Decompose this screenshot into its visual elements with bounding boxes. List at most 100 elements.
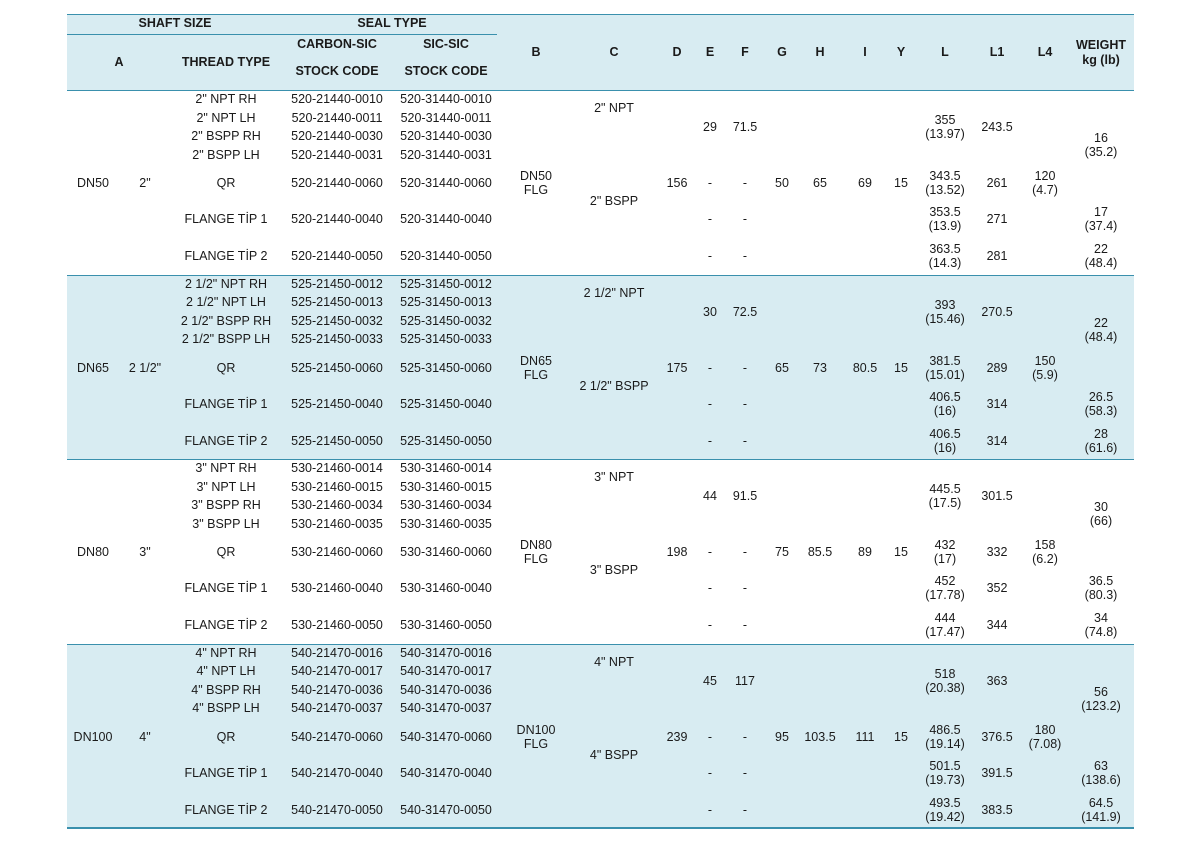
carbon-sic-stock-code: 540-21470-0040 (291, 765, 383, 780)
sic-sic-stock-code: 540-31470-0037 (400, 701, 492, 715)
carbon-sic-stock-code: 520-21440-0011 (291, 110, 383, 125)
col-c-bspp-cell: 4" BSPP (589, 747, 639, 762)
col-f-cell: - (742, 249, 748, 263)
col-h-cell: 85.5 (807, 545, 833, 559)
sic-sic-stock-code: 530-31460-0034 (400, 498, 492, 512)
col-l1-cell: 314 (986, 433, 1008, 448)
col-l-cell: 353.5 (13.9) (928, 205, 962, 233)
col-y-cell: 15 (894, 360, 908, 375)
col-e-cell: 45 (703, 673, 717, 688)
sic-sic-stock-code: 520-31440-0040 (400, 212, 492, 226)
col-e-cell: - (707, 618, 713, 632)
weight-cell: 22 (48.4) (1084, 242, 1118, 270)
sic-sic-stock-code: 520-31440-0031 (400, 147, 492, 162)
sic-sic-stock-code: 525-31450-0033 (400, 332, 492, 346)
col-l1-cell: 270.5 (981, 304, 1013, 319)
shaft-inch-cell: 2" (139, 176, 151, 190)
col-y-cell: 15 (894, 176, 908, 190)
sic-sic-stock-code: 520-31440-0011 (400, 110, 492, 125)
shaft-inch-cell: 4" (139, 729, 151, 744)
col-l1-cell: 391.5 (981, 765, 1013, 780)
thread-type-cell: FLANGE TİP 2 (184, 802, 268, 817)
col-f-cell: - (742, 545, 748, 559)
col-l-cell: 518 (20.38) (925, 666, 965, 695)
col-e-cell: - (707, 729, 713, 744)
thread-type-cell: FLANGE TİP 2 (184, 433, 268, 448)
col-b-cell: DN50 FLG (520, 169, 552, 197)
header-col-b: B (531, 45, 541, 59)
weight-cell: 34 (74.8) (1084, 611, 1118, 639)
col-l1-cell: 261 (986, 176, 1008, 190)
col-l-cell: 486.5 (19.14) (925, 722, 965, 751)
col-f-cell: 117 (735, 673, 755, 688)
weight-cell: 36.5 (80.3) (1084, 574, 1118, 602)
weight-cell: 22 (48.4) (1084, 315, 1118, 344)
carbon-sic-stock-code: 520-21440-0010 (291, 92, 383, 106)
col-l-cell: 363.5 (14.3) (928, 242, 962, 270)
header-carbon-sic: CARBON-SIC (297, 37, 377, 51)
thread-type-cell: 3" NPT LH (196, 479, 256, 494)
carbon-sic-stock-code: 525-21450-0050 (291, 433, 383, 448)
weight-cell: 28 (61.6) (1084, 426, 1118, 455)
col-c-npt-cell: 4" NPT (594, 654, 634, 669)
thread-type-cell: 2" BSPP LH (192, 147, 260, 162)
col-l1-cell: 281 (986, 249, 1008, 263)
col-l-cell: 406.5 (16) (929, 389, 961, 418)
header-seal-type: SEAL TYPE (357, 16, 427, 30)
col-e-cell: 30 (703, 304, 717, 319)
col-l-cell: 444 (17.47) (925, 611, 965, 639)
header-col-y: Y (896, 45, 906, 59)
shaft-inch-cell: 2 1/2" (128, 360, 162, 375)
sic-sic-stock-code: 525-31450-0013 (400, 295, 492, 309)
thread-type-cell: QR (216, 729, 236, 744)
col-d-cell: 175 (666, 360, 688, 375)
col-g-cell: 95 (775, 729, 789, 744)
col-l-cell: 355 (13.97) (925, 113, 965, 141)
col-e-cell: - (707, 360, 713, 375)
thread-type-cell: 4" NPT LH (196, 664, 256, 678)
table-header (67, 14, 1134, 91)
col-g-cell: 75 (775, 545, 789, 559)
thread-type-cell: 4" BSPP LH (192, 701, 260, 715)
sic-sic-stock-code: 520-31440-0010 (400, 92, 492, 106)
header-col-l4: L4 (1037, 45, 1053, 59)
col-d-cell: 156 (666, 176, 688, 190)
sic-sic-stock-code: 520-31440-0060 (400, 176, 492, 190)
col-c-npt-cell: 3" NPT (594, 470, 634, 484)
weight-cell: 17 (37.4) (1084, 205, 1118, 233)
col-e-cell: - (707, 249, 713, 263)
thread-type-cell: 3" NPT RH (195, 461, 257, 475)
sic-sic-stock-code: 540-31470-0016 (400, 645, 492, 660)
sic-sic-stock-code: 530-31460-0035 (400, 516, 492, 531)
col-l4-cell: 158 (6.2) (1032, 538, 1058, 566)
col-h-cell: 65 (813, 176, 827, 190)
carbon-sic-stock-code: 520-21440-0030 (291, 129, 383, 143)
sic-sic-stock-code: 525-31450-0060 (400, 360, 492, 375)
weight-cell: 64.5 (141.9) (1081, 795, 1121, 824)
col-e-cell: 29 (703, 120, 717, 134)
header-col-l: L (941, 45, 949, 59)
thread-type-cell: 2" NPT RH (195, 92, 257, 106)
thread-type-cell: QR (216, 545, 236, 559)
shaft-size-cell: DN80 (77, 545, 109, 559)
header-sic-sic: SIC-SIC (423, 37, 469, 51)
col-f-cell: - (742, 176, 748, 190)
thread-type-cell: FLANGE TİP 2 (184, 249, 268, 263)
col-l-cell: 445.5 (17.5) (928, 482, 962, 510)
sic-sic-stock-code: 525-31450-0012 (400, 276, 492, 291)
col-b-cell: DN65 FLG (520, 353, 552, 382)
thread-type-cell: 2 1/2" NPT LH (186, 295, 266, 309)
header-subrule (67, 34, 497, 35)
weight-cell: 16 (35.2) (1084, 131, 1118, 159)
carbon-sic-stock-code: 520-21440-0031 (291, 147, 383, 162)
col-l1-cell: 376.5 (981, 729, 1013, 744)
carbon-sic-stock-code: 530-21460-0040 (291, 581, 383, 595)
weight-cell: 63 (138.6) (1081, 758, 1121, 787)
header-weight-unit: kg (lb) (1082, 53, 1120, 67)
col-l1-cell: 301.5 (981, 489, 1013, 503)
col-e-cell: 44 (703, 489, 717, 503)
col-f-cell: - (742, 360, 748, 375)
col-f-cell: - (742, 212, 748, 226)
carbon-sic-stock-code: 525-21450-0013 (291, 295, 383, 309)
col-l-cell: 406.5 (16) (929, 426, 961, 455)
